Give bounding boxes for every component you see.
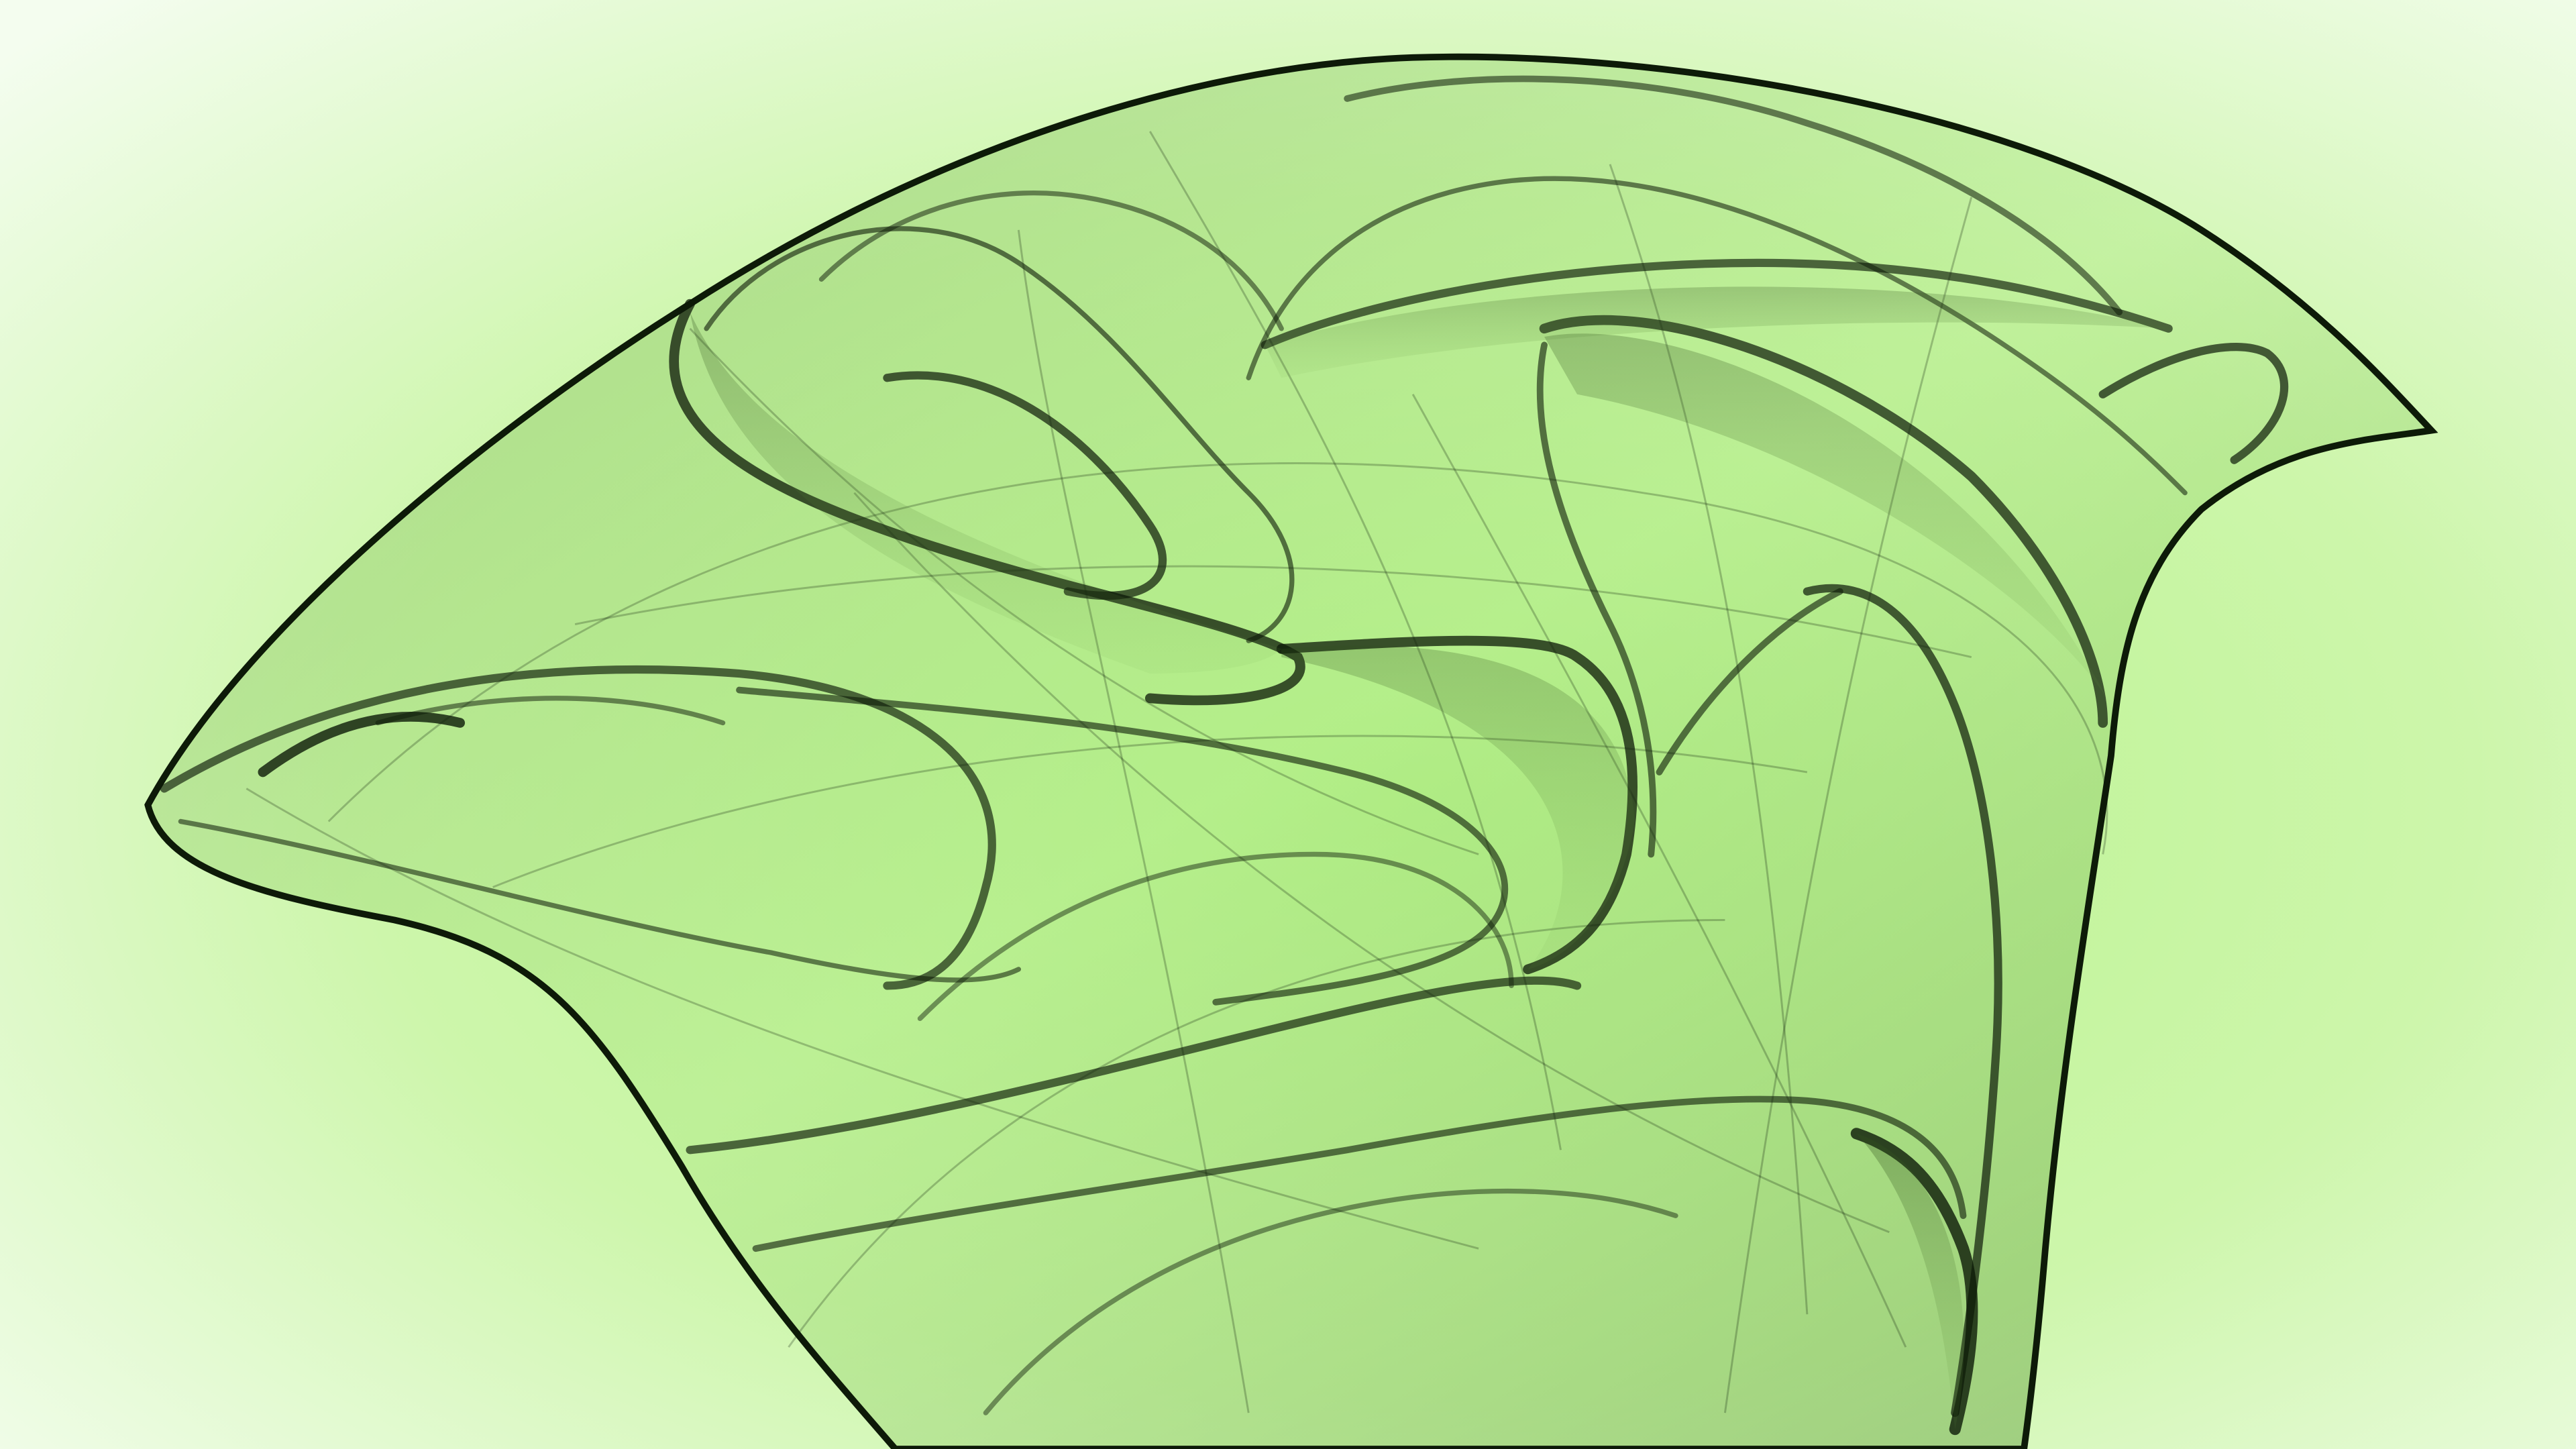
- attractor-body: [144, 53, 2438, 1449]
- ribbon-fills: [690, 286, 2169, 1430]
